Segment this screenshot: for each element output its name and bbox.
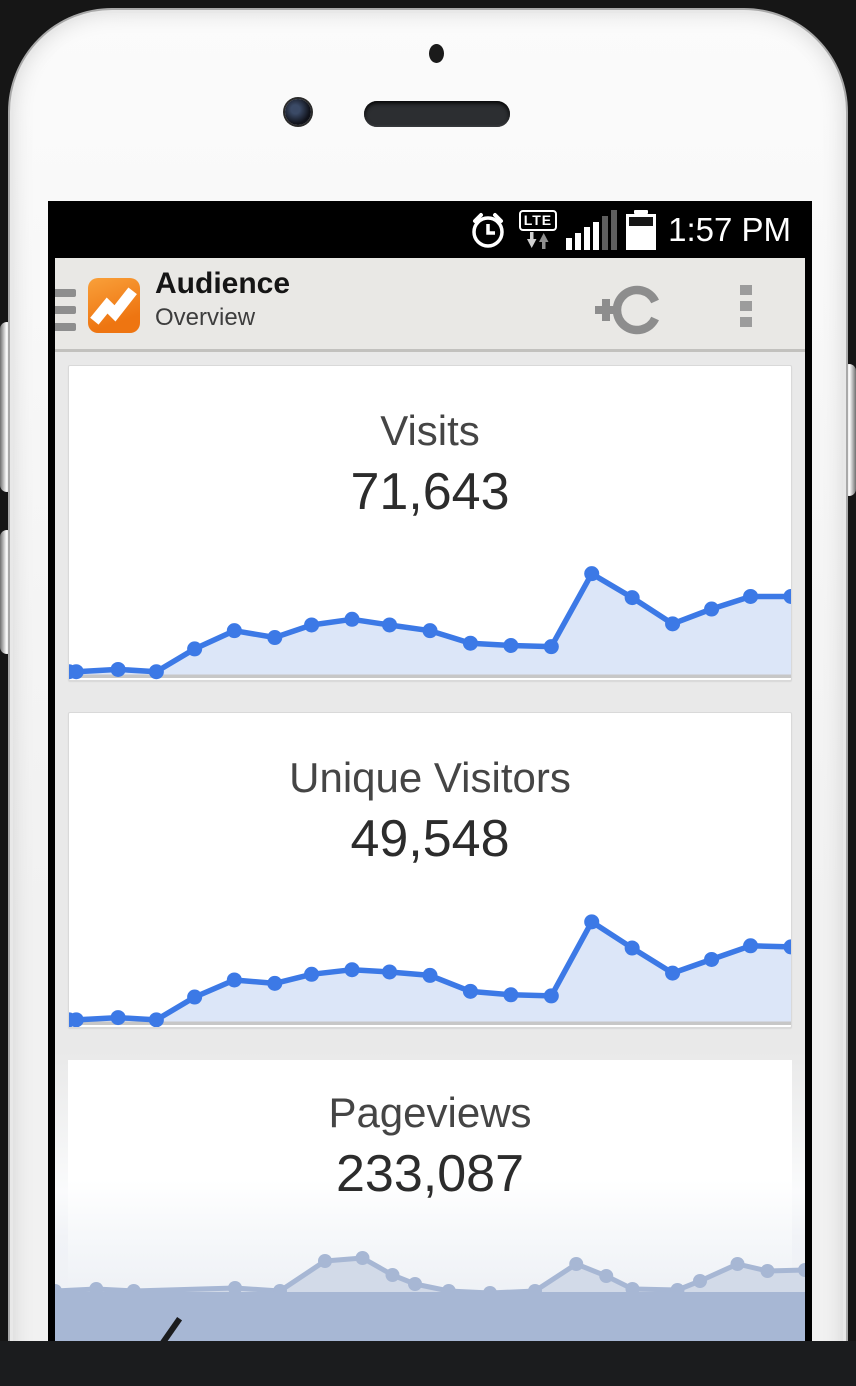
overflow-menu-icon[interactable]	[740, 285, 752, 333]
app-bar-titles: Audience Overview	[155, 267, 290, 332]
status-bar: LTE 1:57 PM	[55, 201, 805, 258]
page-subtitle: Overview	[155, 304, 256, 331]
card-list: Visits 71,643 Unique Visitors 49,548 Pag…	[55, 352, 805, 1338]
card-title: Pageviews	[328, 1089, 532, 1136]
analytics-logo-icon	[88, 278, 140, 333]
screen-content: LTE 1:57 PM	[55, 201, 805, 1341]
alarm-icon	[471, 212, 504, 248]
refresh-icon[interactable]	[593, 284, 665, 336]
status-time: 1:57 PM	[668, 210, 791, 248]
menu-icon[interactable]	[55, 289, 76, 340]
card-value: 233,087	[336, 1145, 524, 1204]
visits-chart[interactable]	[69, 548, 791, 680]
card-value: 49,548	[350, 810, 510, 869]
pageviews-chart	[55, 1251, 805, 1341]
unique-visitors-card[interactable]: Unique Visitors 49,548	[68, 712, 792, 1028]
page-title: Audience	[155, 267, 291, 300]
app-bar: Audience Overview	[55, 258, 805, 352]
lte-label: LTE	[518, 210, 558, 231]
card-title: Unique Visitors	[289, 754, 571, 801]
card-value: 71,643	[350, 463, 510, 522]
front-camera	[285, 99, 311, 125]
sensor-dot	[429, 44, 444, 63]
card-title: Visits	[380, 407, 480, 454]
lte-icon: LTE	[518, 210, 558, 249]
visits-card[interactable]: Visits 71,643	[68, 365, 792, 681]
earpiece-speaker	[364, 101, 510, 127]
battery-icon	[626, 209, 657, 250]
signal-icon	[566, 209, 618, 250]
bottom-bar	[0, 1341, 856, 1386]
phone-screen: LTE 1:57 PM	[48, 201, 812, 1341]
unique-visitors-chart[interactable]	[69, 895, 791, 1027]
data-arrows-icon	[526, 232, 549, 249]
